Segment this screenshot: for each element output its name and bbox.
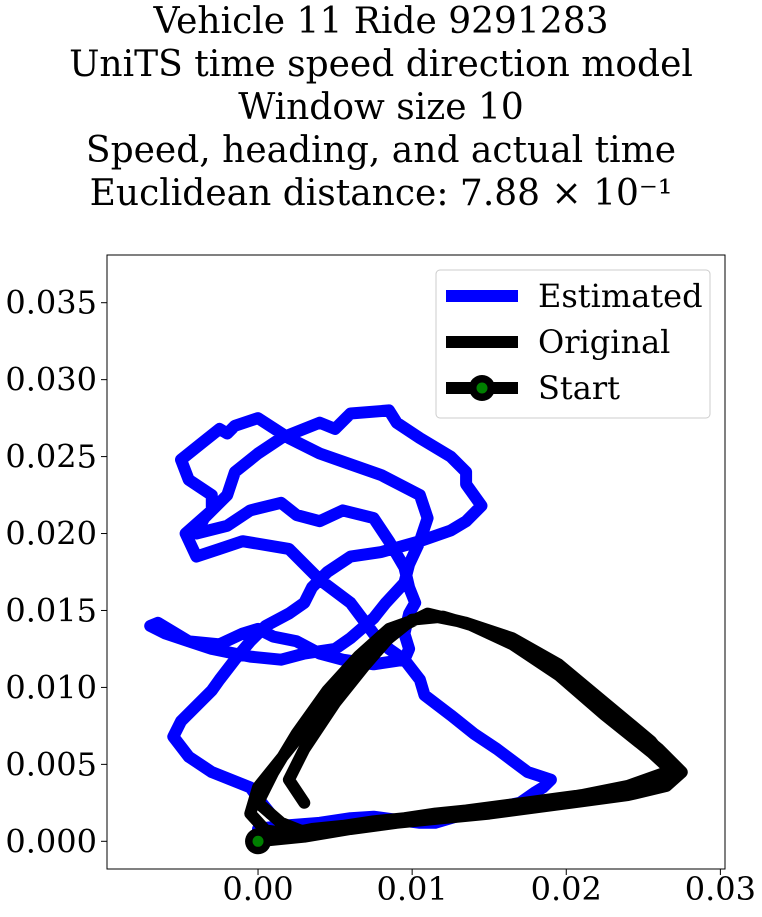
x-tick-label: 0.00 [222, 870, 293, 908]
y-tick-label: 0.020 [5, 515, 97, 553]
legend-label-original: Original [538, 323, 670, 361]
legend-label-estimated: Estimated [538, 277, 703, 315]
title-line-4: Speed, heading, and actual time [85, 130, 677, 171]
x-tick-label: 0.02 [531, 870, 602, 908]
y-tick-label: 0.025 [5, 438, 97, 476]
legend-label-start: Start [538, 369, 620, 407]
legend-box [435, 269, 711, 419]
series-line-estimated [144, 404, 557, 835]
y-tick-label: 0.000 [5, 822, 97, 860]
y-tick-label: 0.015 [5, 591, 97, 629]
y-tick-label: 0.005 [5, 745, 97, 783]
title-line-2: UniTS time speed direction model [69, 44, 693, 85]
series-line-original [244, 607, 688, 848]
chart-title: Vehicle 11 Ride 9291283 UniTS time speed… [0, 0, 762, 215]
y-tick-label: 0.030 [5, 361, 97, 399]
axes-frame [106, 254, 726, 870]
y-tick-label: 0.010 [5, 668, 97, 706]
y-tick-label: 0.035 [5, 284, 97, 322]
start-marker-center [252, 835, 264, 847]
title-line-3: Window size 10 [238, 87, 524, 128]
x-tick-label: 0.01 [377, 870, 448, 908]
legend-marker-start-center [476, 382, 488, 394]
x-tick-label: 0.03 [685, 870, 756, 908]
title-line-5: Euclidean distance: 7.88 × 10⁻¹ [89, 173, 673, 214]
title-line-1: Vehicle 11 Ride 9291283 [153, 1, 609, 42]
